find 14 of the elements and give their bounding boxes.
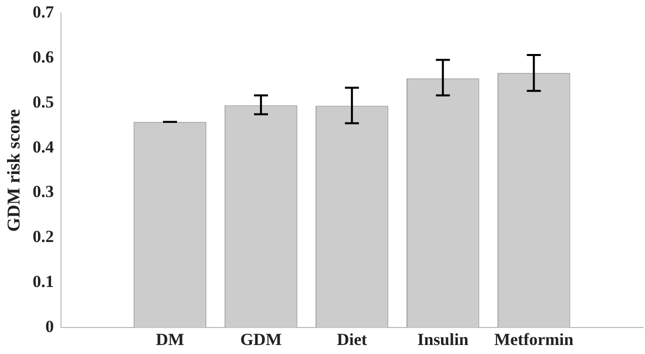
y-tick-label: 0.3 bbox=[32, 182, 54, 202]
y-tick-label: 0.7 bbox=[32, 2, 54, 22]
y-tick-label: 0.1 bbox=[32, 272, 54, 292]
x-tick-label: Diet bbox=[336, 330, 368, 350]
x-tick-label: Metformin bbox=[494, 330, 574, 350]
x-tick-label: DM bbox=[156, 330, 184, 350]
y-tick-label: 0.2 bbox=[32, 227, 54, 246]
x-tick-label: Insulin bbox=[417, 330, 469, 350]
y-tick-label: 0.4 bbox=[32, 137, 54, 156]
y-tick-label: 0.5 bbox=[32, 92, 54, 112]
x-tick-label: GDM bbox=[240, 330, 282, 350]
y-tick-label: 0.6 bbox=[32, 48, 54, 67]
y-axis-title: GDM risk score bbox=[3, 109, 24, 232]
y-tick-label: 0 bbox=[45, 316, 54, 336]
